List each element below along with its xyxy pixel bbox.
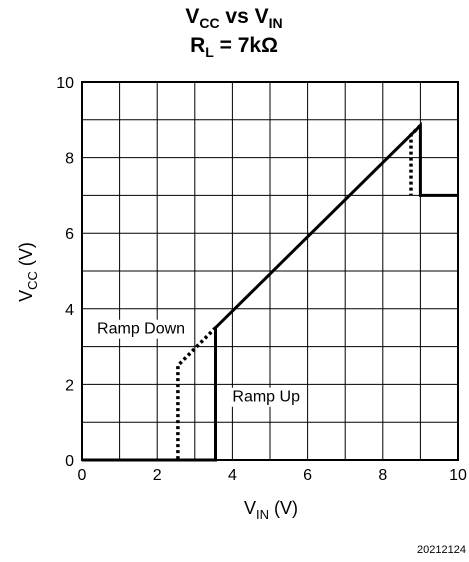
title-r: R <box>190 34 205 57</box>
annotation-ramp-down: Ramp Down <box>95 319 188 339</box>
y-tick-label: 8 <box>65 151 74 168</box>
title-sub-cc: CC <box>199 15 219 31</box>
ylabel-rest: (V) <box>16 242 36 271</box>
figure-id: 20212124 <box>417 544 466 556</box>
annotations: Ramp Down Ramp Up <box>95 319 303 407</box>
annotation-bg <box>230 387 303 407</box>
annotation-text: Ramp Up <box>232 389 300 406</box>
y-axis-label: VCC (V) <box>16 242 40 302</box>
title-sub-l: L <box>205 44 214 60</box>
chart-title-line1: VCC vs VIN <box>185 5 282 31</box>
y-tick-label: 6 <box>65 226 74 243</box>
y-tick-label: 2 <box>65 377 74 394</box>
title-v: V <box>185 5 199 28</box>
x-tick-label: 8 <box>378 467 387 484</box>
title-mid: vs V <box>220 5 269 28</box>
title-rest: = 7kΩ <box>214 34 278 57</box>
annotation-text: Ramp Down <box>97 321 185 338</box>
y-tick-label: 4 <box>65 302 74 319</box>
y-tick-label: 0 <box>65 453 74 470</box>
plot-frame <box>81 81 459 461</box>
x-tick-label: 4 <box>228 467 237 484</box>
y-tick-labels: 0 2 4 6 8 10 <box>56 75 74 470</box>
ylabel-v: V <box>16 290 36 302</box>
xlabel-sub: IN <box>256 507 269 522</box>
x-tick-labels: 0 2 4 6 8 10 <box>78 467 467 484</box>
y-tick-label: 10 <box>56 75 74 92</box>
x-tick-label: 0 <box>78 467 87 484</box>
series-line-dotted-1 <box>409 124 422 196</box>
ylabel-sub: CC <box>25 271 40 290</box>
series-line-dotted-2 <box>176 326 217 460</box>
series-group <box>82 121 458 462</box>
xlabel-rest: (V) <box>269 498 298 518</box>
xlabel-v: V <box>244 498 256 518</box>
annotation-bg <box>95 319 188 339</box>
series-line-solid-0 <box>82 121 458 462</box>
x-tick-label: 2 <box>153 467 162 484</box>
annotation-ramp-up: Ramp Up <box>230 387 303 407</box>
title-sub-in: IN <box>269 15 283 31</box>
chart-title-line2: RL = 7kΩ <box>190 34 278 60</box>
x-tick-label: 6 <box>303 467 312 484</box>
x-axis-label: VIN (V) <box>244 498 298 522</box>
x-tick-label: 10 <box>449 467 467 484</box>
